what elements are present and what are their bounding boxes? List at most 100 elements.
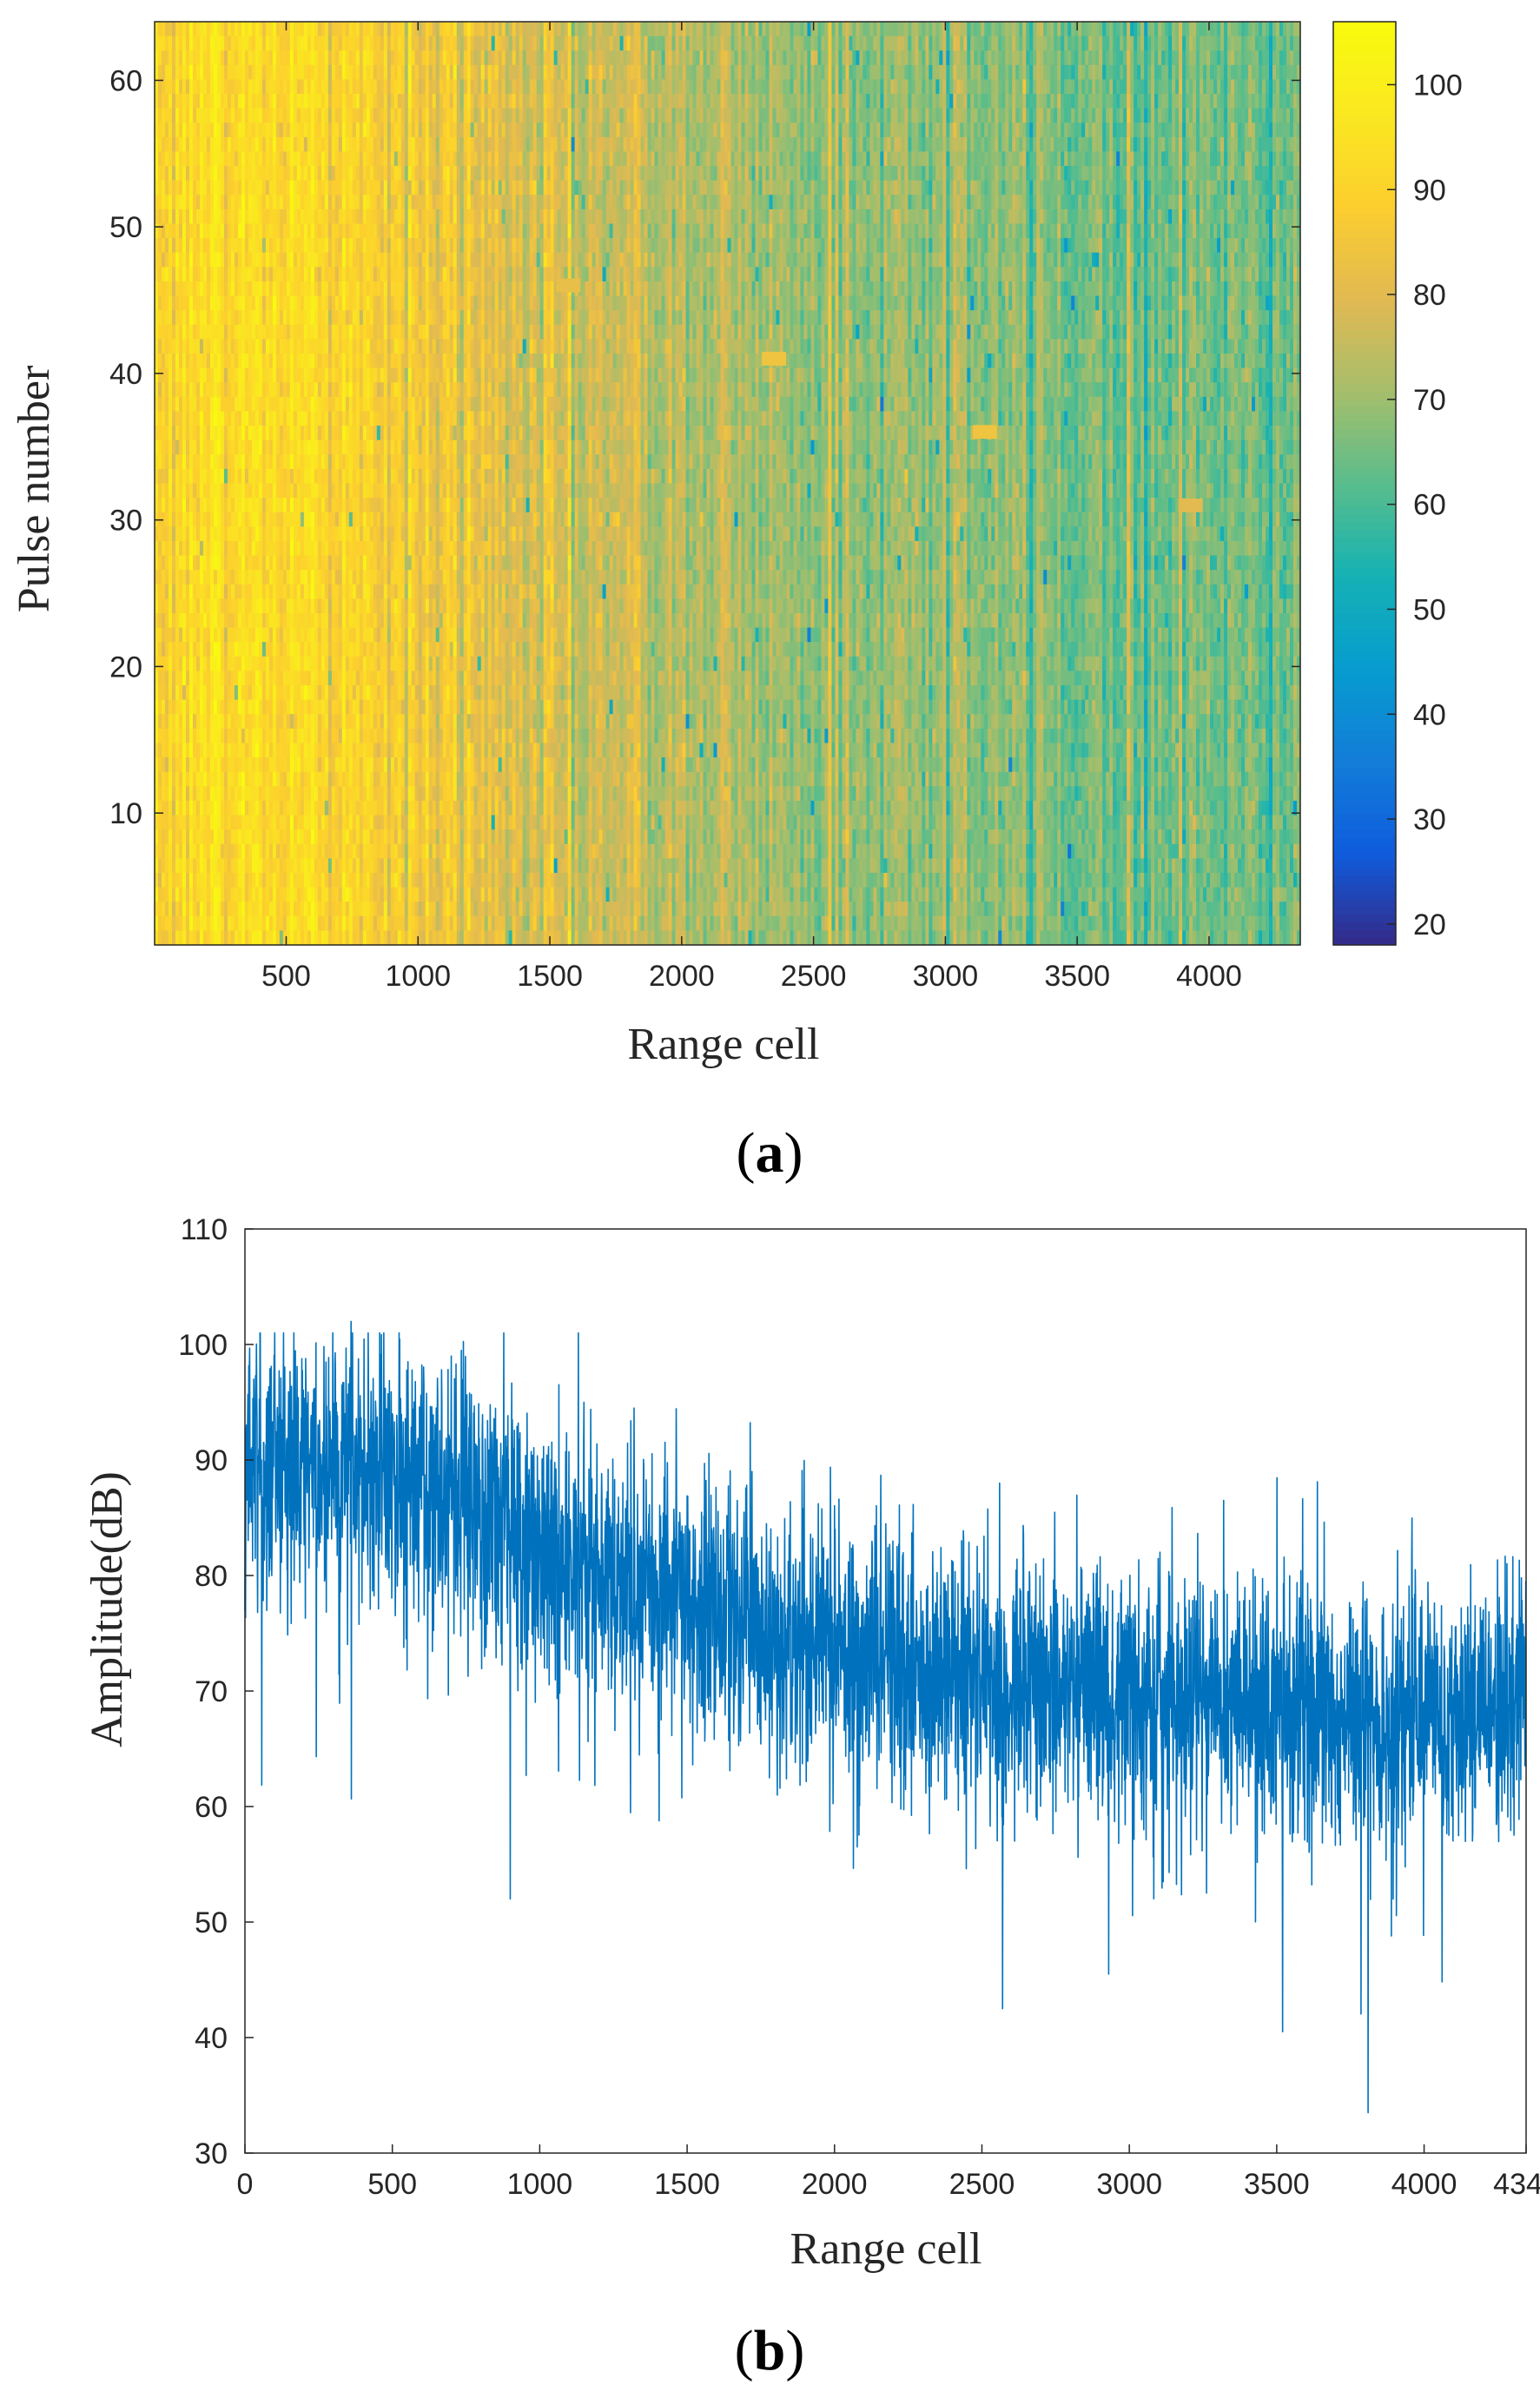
heatmap-cell <box>512 64 517 81</box>
heatmap-cell <box>578 180 583 195</box>
heatmap-cell <box>699 22 704 37</box>
heatmap-cell <box>880 166 884 182</box>
heatmap-cell <box>1196 36 1200 51</box>
heatmap-cell <box>1224 223 1228 239</box>
heatmap-cell <box>564 79 569 95</box>
heatmap-cell <box>383 151 388 167</box>
heatmap-cell <box>765 122 770 138</box>
heatmap-cell <box>616 79 621 95</box>
heatmap-cell <box>254 208 260 225</box>
heatmap-cell <box>324 136 329 153</box>
heatmap-cell <box>1186 151 1190 167</box>
heatmap-cell <box>796 151 802 167</box>
heatmap-cell <box>998 64 1002 81</box>
heatmap-cell <box>682 64 687 81</box>
heatmap-cell <box>1213 208 1218 225</box>
heatmap-cell <box>383 22 388 37</box>
heatmap-cell <box>192 136 197 153</box>
heatmap-cell <box>272 36 277 51</box>
heatmap-cell <box>1113 50 1117 66</box>
heatmap-cell <box>532 50 538 66</box>
heatmap-cell <box>1200 94 1204 109</box>
heatmap-cell <box>1252 180 1256 195</box>
heatmap-cell <box>1231 195 1235 210</box>
heatmap-cell <box>942 122 947 138</box>
heatmap-cell <box>654 180 659 195</box>
heatmap-cell <box>1043 180 1048 195</box>
heatmap-cell <box>1036 122 1041 138</box>
heatmap-cell <box>1109 50 1114 66</box>
heatmap-cell <box>1134 208 1138 225</box>
heatmap-cell <box>755 22 760 37</box>
heatmap-cell <box>658 166 663 182</box>
heatmap-cell <box>227 94 232 109</box>
heatmap-cell <box>251 180 256 195</box>
heatmap-cell <box>1085 36 1089 51</box>
heatmap-cell <box>654 79 659 95</box>
heatmap-cell <box>1036 136 1041 153</box>
heatmap-cell <box>258 180 263 195</box>
heatmap-cell <box>831 79 836 95</box>
heatmap-cell <box>737 208 743 225</box>
heatmap-cell <box>1137 136 1141 153</box>
heatmap-cell <box>807 166 812 182</box>
heatmap-cell <box>897 151 902 167</box>
heatmap-cell <box>790 136 795 153</box>
heatmap-cell <box>800 64 805 81</box>
heatmap-cell <box>1189 122 1193 138</box>
heatmap-cell <box>161 64 166 81</box>
heatmap-cell <box>828 180 833 195</box>
heatmap-cell <box>241 223 246 239</box>
heatmap-cell <box>856 22 860 37</box>
heatmap-cell <box>546 94 552 109</box>
heatmap-cell <box>644 108 649 123</box>
heatmap-cell <box>692 208 697 225</box>
heatmap-cell <box>588 36 593 51</box>
heatmap-cell <box>821 94 826 109</box>
heatmap-cell <box>630 50 635 66</box>
heatmap-cell <box>922 22 926 37</box>
heatmap-cell <box>158 79 162 95</box>
heatmap-cell <box>856 180 860 195</box>
heatmap-cell <box>942 94 947 109</box>
heatmap-cell <box>1196 180 1200 195</box>
heatmap-cell <box>671 166 677 182</box>
heatmap-cell <box>876 108 881 123</box>
heatmap-cell <box>1200 136 1204 153</box>
heatmap-cell <box>1123 64 1127 81</box>
heatmap-cell <box>241 166 246 182</box>
heatmap-cell <box>1255 79 1259 95</box>
heatmap-cell <box>164 64 169 81</box>
heatmap-cell <box>918 180 922 195</box>
heatmap-cell <box>293 64 298 81</box>
heatmap-cell <box>265 208 270 225</box>
heatmap-cell <box>925 50 929 66</box>
heatmap-cell <box>421 64 426 81</box>
heatmap-cell <box>407 166 413 182</box>
heatmap-cell <box>480 122 486 138</box>
heatmap-cell <box>536 22 541 37</box>
heatmap-cell <box>1161 223 1166 239</box>
heatmap-cell <box>1088 79 1093 95</box>
heatmap-cell <box>925 108 929 123</box>
heatmap-cell <box>1033 50 1037 66</box>
heatmap-cell <box>810 94 816 109</box>
heatmap-cell <box>866 208 870 225</box>
heatmap-cell <box>988 64 992 81</box>
heatmap-cell <box>383 36 388 51</box>
heatmap-cell <box>1186 94 1190 109</box>
heatmap-cell <box>348 22 354 37</box>
heatmap-cell <box>779 79 784 95</box>
heatmap-cell <box>807 208 812 225</box>
heatmap-cell <box>671 79 677 95</box>
heatmap-cell <box>713 195 718 210</box>
heatmap-cell <box>651 36 656 51</box>
heatmap-cell <box>890 36 895 51</box>
heatmap-cell <box>873 180 877 195</box>
heatmap-cell <box>522 36 527 51</box>
heatmap-cell <box>866 36 870 51</box>
heatmap-cell <box>1043 36 1048 51</box>
heatmap-cell <box>626 50 631 66</box>
heatmap-cell <box>581 122 586 138</box>
heatmap-cell <box>873 136 877 153</box>
